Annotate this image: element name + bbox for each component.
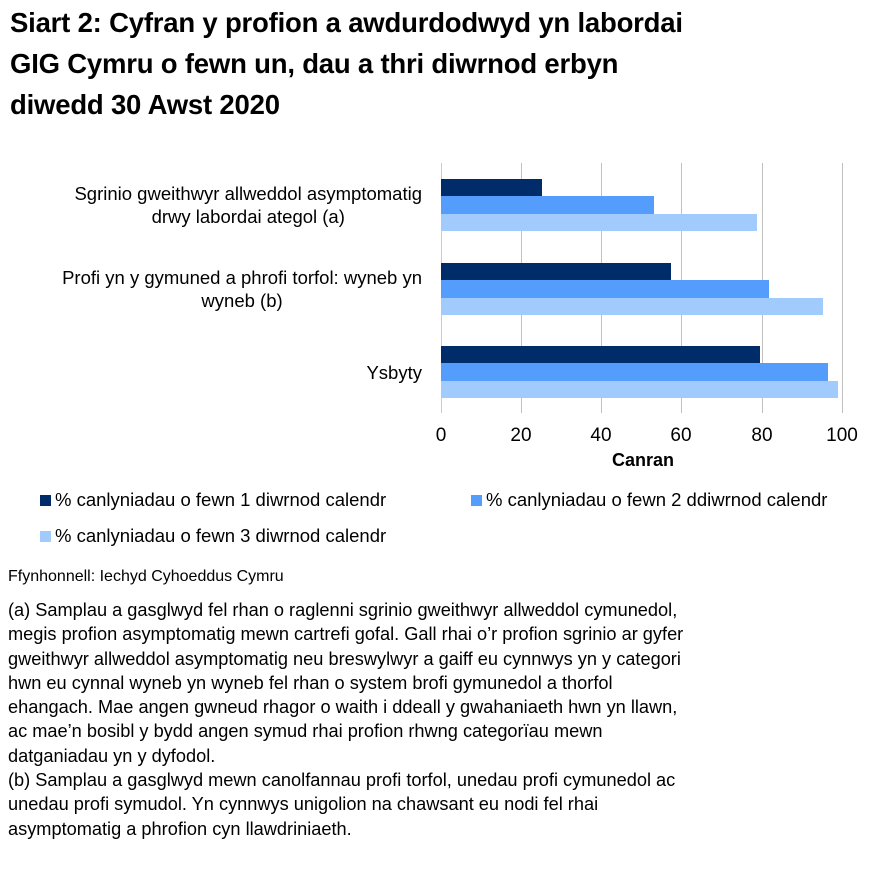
footnote-line: megis profion asymptomatig mewn cartrefi…	[8, 624, 684, 645]
footnote-line: (a) Samplau a gasglwyd fel rhan o raglen…	[8, 600, 678, 620]
bar	[441, 297, 824, 316]
footnote-line: ehangach. Mae angen gwneud rhagor o wait…	[8, 697, 678, 718]
bar	[441, 346, 761, 364]
footnote-a: (a) Samplau a gasglwyd fel rhan o raglen…	[8, 598, 873, 768]
category-label-line: drwy labordai ategol (a)	[151, 206, 345, 227]
footnote-line: ac mae’n bosibl y bydd angen symud rhai …	[8, 721, 603, 742]
gridline	[842, 163, 843, 413]
x-tick: 0	[435, 425, 447, 446]
bar	[441, 263, 672, 281]
title-line-3: diwedd 30 Awst 2020	[10, 89, 280, 120]
category-label-community-testing: Profi yn y gymuned a phrofi torfol: wyne…	[62, 266, 422, 312]
legend-item-day2: % canlyniadau o fewn 2 ddiwrnod calendr	[471, 489, 827, 511]
legend-item-day1: % canlyniadau o fewn 1 diwrnod calendr	[40, 489, 386, 511]
footnote-line: asymptomatig a phrofion cyn llawdriniaet…	[8, 818, 352, 839]
footnote-line: datganiadau yn y dyfodol.	[8, 745, 216, 766]
x-tick: 20	[510, 425, 532, 446]
footnote-b: (b) Samplau a gasglwyd mewn canolfannau …	[8, 768, 873, 841]
title-line-1: Siart 2: Cyfran y profion a awdurdodwyd …	[10, 7, 683, 38]
category-label-key-workers: Sgrinio gweithwyr allweddol asymptomatig…	[74, 182, 422, 228]
category-label-hospital: Ysbyty	[366, 361, 422, 384]
bar	[441, 380, 838, 399]
source-note: Ffynhonnell: Iechyd Cyhoeddus Cymru	[8, 568, 284, 585]
x-tick: 100	[826, 425, 858, 446]
title-line-2: GIG Cymru o fewn un, dau a thri diwrnod …	[10, 48, 619, 79]
legend-label: % canlyniadau o fewn 3 diwrnod calendr	[55, 525, 387, 546]
bar	[441, 213, 758, 232]
category-label-line: wyneb (b)	[201, 290, 283, 311]
legend-label: % canlyniadau o fewn 2 ddiwrnod calendr	[486, 489, 828, 510]
legend-label: % canlyniadau o fewn 1 diwrnod calendr	[55, 489, 387, 510]
footnote-line: hwn eu cynnal wyneb yn wyneb fel rhan o …	[8, 672, 613, 693]
bar	[441, 179, 543, 197]
x-axis-label: Canran	[611, 450, 675, 470]
footnote-line: (b) Samplau a gasglwyd mewn canolfannau …	[8, 770, 676, 791]
category-label-line: Profi yn y gymuned a phrofi torfol: wyne…	[62, 267, 422, 288]
legend-swatch-light-blue	[40, 530, 51, 542]
x-tick: 40	[590, 425, 612, 446]
category-label-line: Ysbyty	[366, 362, 422, 383]
x-tick: 60	[670, 425, 692, 446]
bar	[441, 363, 828, 381]
legend-item-day3: % canlyniadau o fewn 3 diwrnod calendr	[40, 525, 386, 547]
plot-area	[441, 163, 843, 413]
legend-swatch-dark-navy	[40, 494, 51, 506]
x-tick: 80	[751, 425, 773, 446]
category-label-line: Sgrinio gweithwyr allweddol asymptomatig	[74, 183, 422, 204]
bar	[441, 196, 655, 214]
chart-title: Siart 2: Cyfran y profion a awdurdodwyd …	[10, 2, 870, 125]
legend-swatch-medium-blue	[471, 494, 482, 506]
footnotes: (a) Samplau a gasglwyd fel rhan o raglen…	[8, 598, 873, 841]
footnote-line: gweithwyr allweddol asymptomatig neu bre…	[8, 648, 681, 669]
footnote-line: unedau profi symudol. Yn cynnwys unigoli…	[8, 794, 599, 815]
bar	[441, 280, 770, 298]
